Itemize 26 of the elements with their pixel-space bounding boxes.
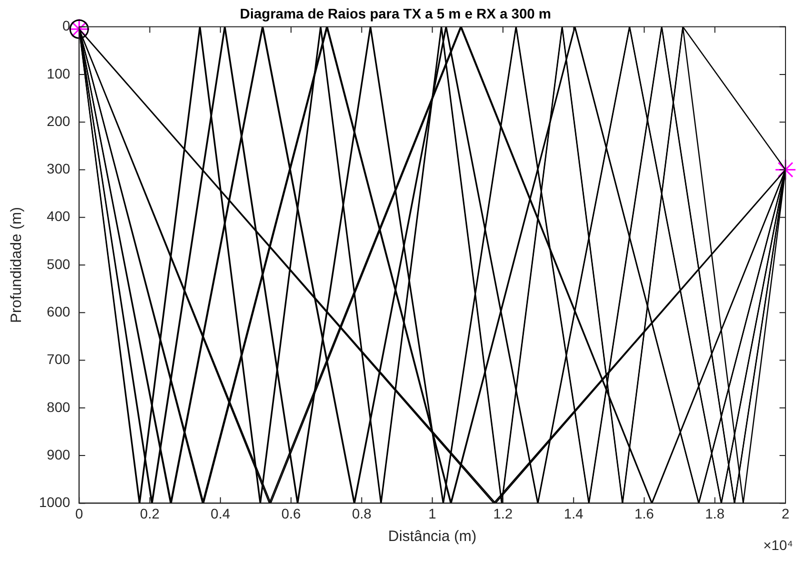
x-tick-label: 1.2 (493, 505, 513, 522)
x-tick-label: 0.6 (281, 505, 301, 522)
y-tick-label: 100 (46, 65, 70, 82)
y-tick-label: 900 (46, 446, 70, 462)
y-tick-label: 200 (46, 112, 70, 129)
x-tick-label: 1.6 (634, 505, 654, 522)
y-tick-label: 700 (46, 351, 70, 368)
y-tick-label: 400 (46, 208, 70, 224)
x-tick-label: 0.2 (140, 505, 160, 522)
y-tick-label: 600 (46, 304, 70, 320)
x-tick-label: 0 (75, 505, 84, 522)
x-tick-label: 0.4 (210, 505, 230, 522)
x-tick-label: 2 (782, 505, 790, 522)
y-tick-label: 0 (62, 18, 70, 34)
y-tick-label: 500 (46, 256, 70, 272)
chart-title: Diagrama de Raios para TX a 5 m e RX a 300 m (240, 5, 552, 22)
x-tick-label: 1.8 (705, 505, 725, 522)
y-axis-title: Profundidade (m) (8, 207, 26, 323)
y-tick-label: 1000 (38, 494, 70, 510)
x-axis-title: Distância (m) (388, 528, 476, 546)
y-tick-label: 800 (46, 398, 70, 415)
y-tick-label: 300 (46, 160, 70, 177)
x-tick-label: 1.4 (564, 505, 584, 522)
text: ×10⁴ (763, 537, 793, 554)
x-tick-label: 0.8 (352, 505, 372, 522)
x-tick-label: 1 (428, 505, 436, 522)
